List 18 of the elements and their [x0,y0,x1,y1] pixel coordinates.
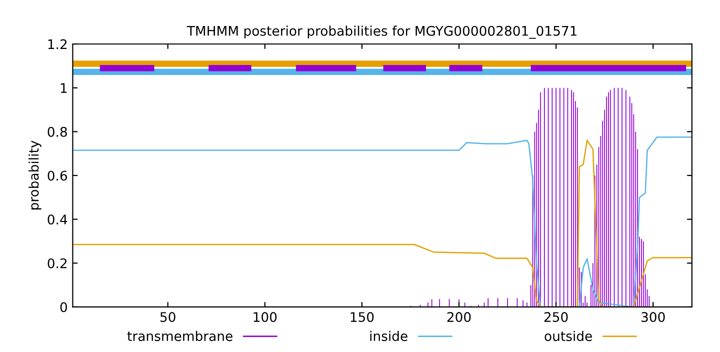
y-tick-label: 0.4 [48,214,68,224]
x-tick-label: 100 [254,312,277,322]
y-tick-label: 1 [60,83,67,93]
x-tick-label: 50 [160,312,176,322]
chart-title: TMHMM posterior probabilities for MGYG000002801_01571 [186,26,577,39]
legend-label: outside [544,330,592,342]
x-tick-label: 250 [544,312,568,322]
x-tick-label: 300 [642,312,665,322]
y-axis-title: probability [28,140,42,210]
legend-label: transmembrane [127,330,232,342]
legend-label: inside [370,330,408,342]
y-tick-label: 0.8 [48,126,67,137]
y-tick-label: 1.2 [48,39,67,50]
y-tick-label: 0.6 [48,170,68,181]
x-tick-label: 200 [447,312,471,322]
y-tick-label: 0 [60,302,67,312]
y-tick-label: 0.2 [48,258,67,268]
x-tick-label: 150 [350,312,374,322]
